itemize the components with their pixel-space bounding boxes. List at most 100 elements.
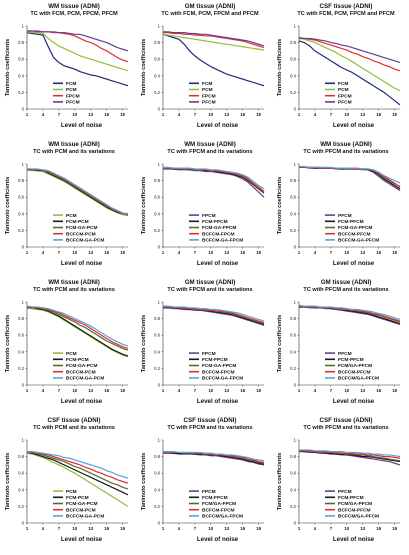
y-tick-label: 1: [22, 24, 25, 29]
chart-panel-9: GM tissue (ADNI)TC with PFCM and its var…: [277, 279, 401, 405]
series-line-5: [163, 451, 265, 462]
y-tick-label: 1: [22, 438, 25, 443]
chart-subtitle: TC with PFCM and its variations: [303, 425, 388, 431]
chart-title: CSF tissue (ADNI): [320, 3, 373, 10]
x-tick-label: 7: [194, 112, 197, 117]
y-tick-label: 1: [158, 300, 161, 305]
y-tick-label: 0.6: [154, 57, 160, 62]
legend-label: FCM-FPCM: [202, 219, 228, 225]
y-axis-label: Tanimoto coefficients: [5, 315, 11, 372]
x-tick-label: 4: [178, 250, 181, 255]
legend-label: FCM-GA-PCM: [66, 501, 97, 507]
x-tick-label: 19: [392, 250, 397, 255]
legend-label: PCM: [66, 489, 77, 495]
series-line-3: [26, 168, 129, 215]
chart-panel-3: CSF tissue (ADNI)TC with FCM, PCM, FPCM …: [277, 3, 401, 129]
y-tick-label: 0.6: [154, 333, 160, 338]
y-tick-label: 0: [294, 107, 297, 112]
series-line-2: [298, 37, 401, 92]
chart-panel-2: GM tissue (ADNI)TC with FCM, PCM, FPCM a…: [141, 3, 265, 129]
x-tick-label: 19: [256, 388, 261, 393]
series-line-5: [163, 166, 265, 190]
x-tick-label: 7: [330, 526, 333, 531]
legend-label: PFCM: [338, 351, 352, 357]
y-axis-label: Tanimoto coefficients: [5, 39, 11, 96]
y-tick-label: 0: [158, 521, 161, 526]
y-tick-label: 0: [22, 107, 25, 112]
x-tick-label: 19: [120, 112, 125, 117]
series-line-1: [26, 169, 129, 217]
x-tick-label: 13: [88, 112, 93, 117]
x-tick-label: 13: [360, 526, 365, 531]
y-tick-label: 0.6: [290, 57, 296, 62]
x-tick-label: 7: [58, 526, 61, 531]
y-axis-label: Tanimoto coefficients: [141, 39, 147, 96]
x-axis-label: Level of noise: [333, 398, 375, 405]
x-tick-label: 16: [376, 526, 381, 531]
x-tick-label: 4: [42, 526, 45, 531]
y-tick-label: 0: [294, 521, 297, 526]
chart-subtitle: TC with FCM, PCM, FPCM, PFCM: [30, 11, 118, 17]
legend-label: FPCM: [202, 351, 216, 357]
y-tick-label: 0.6: [290, 471, 296, 476]
y-tick-label: 1: [22, 162, 25, 167]
series-line-3: [27, 451, 129, 490]
x-tick-label: 13: [360, 388, 365, 393]
y-tick-label: 0.4: [154, 73, 160, 78]
chart-subtitle: TC with FCM, PCM, FPCM and PFCM: [297, 11, 395, 17]
legend-label: BCFCM-PCM: [66, 231, 96, 237]
legend-label: FCM-FPCM: [202, 357, 228, 363]
y-tick-label: 0.4: [290, 487, 296, 492]
series-line-5: [163, 305, 265, 322]
x-axis-label: Level of noise: [197, 398, 239, 405]
y-tick-label: 0.2: [290, 228, 296, 233]
chart-subtitle: TC with PFCM and its variations: [303, 287, 388, 293]
y-tick-label: 1: [294, 162, 297, 167]
x-tick-label: 13: [224, 250, 229, 255]
y-axis-label: Tanimoto coefficients: [277, 453, 283, 510]
chart-panel-8: GM tissue (ADNI)TC with FPCM and its var…: [141, 279, 265, 405]
x-axis-label: Level of noise: [197, 260, 239, 267]
series-line-2: [163, 307, 265, 325]
series-line-1: [163, 168, 265, 198]
legend-label: BCFCM-GA-PCM: [66, 376, 104, 382]
series-line-1: [163, 452, 265, 466]
x-tick-label: 7: [194, 250, 197, 255]
x-tick-label: 19: [392, 388, 397, 393]
series-line-4: [298, 37, 401, 64]
y-tick-label: 0.6: [154, 195, 160, 200]
legend-label: FCM-GA-PCM: [66, 225, 97, 231]
y-tick-label: 1: [294, 438, 297, 443]
series-line-1: [162, 33, 265, 87]
series-line-3: [299, 37, 401, 72]
legend-label: FPCM: [202, 213, 216, 219]
x-tick-label: 1: [162, 112, 165, 117]
chart-subtitle: TC with FPCM and its variations: [167, 149, 252, 155]
y-tick-label: 1: [158, 438, 161, 443]
legend-label: FCM/GA-FPCM: [202, 501, 236, 507]
x-tick-label: 10: [345, 112, 350, 117]
y-tick-label: 0.4: [290, 349, 296, 354]
y-tick-label: 0: [294, 383, 297, 388]
legend-label: BCFCM-PCM: [66, 507, 96, 513]
x-tick-label: 7: [194, 526, 197, 531]
x-tick-label: 16: [240, 250, 245, 255]
x-tick-label: 1: [26, 388, 29, 393]
legend-label: BCFCM-FPCM: [202, 507, 235, 513]
y-tick-label: 0.2: [154, 90, 160, 95]
legend-label: FCM-PCM: [66, 357, 89, 363]
y-tick-label: 0.8: [18, 454, 24, 459]
legend-label: BCFCM-GA-FPCM: [202, 376, 243, 382]
chart-title: GM tissue (ADNI): [321, 279, 372, 286]
y-tick-label: 0.4: [18, 349, 24, 354]
legend-label: FCM-GA-FPCM: [202, 363, 236, 369]
series-line-4: [27, 30, 129, 52]
legend-label: PFCM: [66, 100, 80, 106]
x-tick-label: 1: [26, 250, 29, 255]
legend-label: BCFCM-FPCM: [202, 369, 235, 375]
chart-panel-5: WM tissue (ADNI)TC with FPCM and its var…: [141, 141, 265, 267]
x-tick-label: 19: [392, 526, 397, 531]
legend-label: PFCM: [202, 100, 216, 106]
series-line-4: [298, 449, 401, 459]
